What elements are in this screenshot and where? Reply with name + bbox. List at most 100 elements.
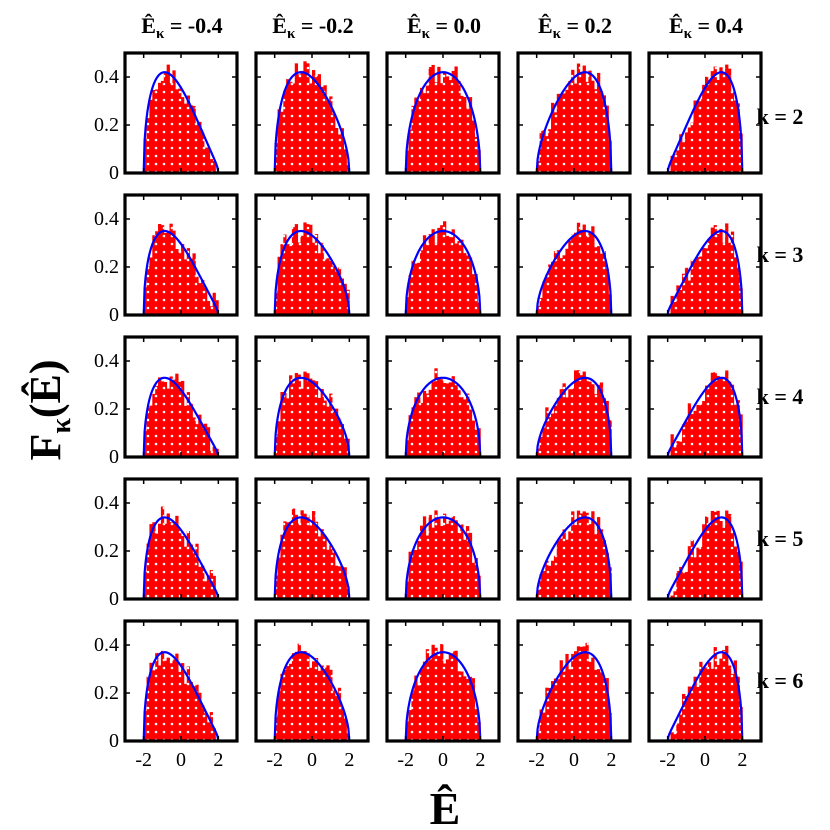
hist-bar-dots xyxy=(323,85,327,173)
hist-bar-dots xyxy=(314,521,319,599)
hist-bar-dots xyxy=(474,708,478,741)
hist-bar-dots xyxy=(443,383,447,457)
hist-bar-dots xyxy=(203,713,208,741)
hist-bar-dots xyxy=(425,245,430,315)
hist-bar-dots xyxy=(582,224,586,315)
hist-bar-dots xyxy=(588,70,592,173)
hist-bar-dots xyxy=(585,235,589,315)
model-curve xyxy=(535,71,613,173)
hist-bar-dots xyxy=(189,682,193,741)
hist-bar-dots xyxy=(166,232,170,315)
hist-bar-dots xyxy=(277,109,281,173)
hist-bar-dots xyxy=(699,661,703,741)
hist-bar-dots xyxy=(713,225,717,315)
hist-bar-dots xyxy=(448,382,453,457)
hist-bar-dots xyxy=(166,657,170,741)
hist-bar-dots xyxy=(682,572,686,599)
hist-bar-dots xyxy=(536,590,540,599)
hist-bar-dots xyxy=(576,370,581,457)
hist-bar-dots xyxy=(283,669,287,741)
hist-bar-dots xyxy=(448,654,453,741)
column-header-4: Êκ = 0.2 xyxy=(538,13,612,42)
hist-bar-dots xyxy=(591,511,595,599)
hist-bar-dots xyxy=(679,566,683,599)
x-tick-label: -2 xyxy=(135,749,152,771)
hist-bar-dots xyxy=(280,111,284,173)
hist-bar-dots xyxy=(445,235,450,315)
hist-bar-dots xyxy=(437,518,441,599)
hist-bar-dots xyxy=(289,246,293,315)
hist-bar-dots xyxy=(152,670,156,741)
hist-bar-dots xyxy=(722,527,726,599)
hist-bar-dots xyxy=(605,268,609,315)
hist-bar-dots xyxy=(175,373,179,457)
hist-bar-dots xyxy=(206,147,211,173)
hist-bar-dots xyxy=(713,66,717,173)
hist-bar-dots xyxy=(326,101,330,173)
hist-bar-dots xyxy=(198,692,202,741)
hist-bar-dots xyxy=(437,376,441,457)
hist-bar-dots xyxy=(673,154,677,173)
hist-bar-dots xyxy=(693,100,697,173)
hist-bar-dots xyxy=(542,130,546,173)
hist-bar-dots xyxy=(571,653,575,741)
hist-bar-dots xyxy=(733,660,737,741)
hist-bar-dots xyxy=(445,76,450,173)
hist-bar-dots xyxy=(591,80,595,173)
hist-bar-dots xyxy=(317,670,322,741)
hist-bar-dots xyxy=(676,723,680,741)
hist-bar-dots xyxy=(440,83,444,173)
hist-bar-dots xyxy=(280,534,284,599)
hist-bar-dots xyxy=(334,565,339,599)
hist-bar-dots xyxy=(457,241,461,315)
hist-bar-dots xyxy=(702,247,706,315)
hist-bar-dots xyxy=(539,574,543,599)
hist-bar-dots xyxy=(146,543,150,599)
hist-bar-dots xyxy=(545,136,549,173)
hist-bar-dots xyxy=(326,665,330,741)
hist-bar-dots xyxy=(149,257,153,315)
hist-bar-dots xyxy=(146,676,150,741)
hist-bar-dots xyxy=(571,388,575,457)
hist-bar-dots xyxy=(417,540,421,599)
hist-bar-dots xyxy=(181,535,185,599)
hist-bar-dots xyxy=(605,105,609,173)
hist-bar-dots xyxy=(468,97,473,173)
hist-bar-dots xyxy=(574,370,578,457)
hist-bar-dots xyxy=(730,674,735,741)
hist-bar-dots xyxy=(303,222,307,315)
y-tick-label: 0.4 xyxy=(94,492,119,514)
hist-bar-dots xyxy=(596,669,601,741)
hist-bar-dots xyxy=(443,663,447,741)
hist-bar-dots xyxy=(707,238,712,315)
panel-r4-c3 xyxy=(385,335,501,459)
hist-bar-dots xyxy=(670,732,674,741)
hist-bar-dots xyxy=(286,666,290,741)
hist-bar-dots xyxy=(294,373,299,457)
hist-bar-dots xyxy=(422,93,427,173)
panel-r5-c4 xyxy=(516,477,632,601)
hist-bar-dots xyxy=(155,652,159,741)
hist-bar-dots xyxy=(420,668,424,741)
hist-bar-dots xyxy=(468,676,473,741)
row-label-5: k = 6 xyxy=(757,668,804,693)
model-curve xyxy=(142,651,220,741)
panel-r3-c1: 0 0.2 0.4 xyxy=(94,193,239,326)
panel-r4-c2 xyxy=(254,335,370,459)
hist-bar-dots xyxy=(286,398,290,457)
hist-bar-dots xyxy=(730,91,735,173)
hist-bar-dots xyxy=(192,553,196,599)
x-tick-label: -2 xyxy=(397,749,414,771)
hist-bar-dots xyxy=(562,255,566,315)
y-axis-title-arg: (Ê) xyxy=(21,359,70,418)
hist-bar-dots xyxy=(440,225,444,315)
hist-bar-dots xyxy=(277,691,281,741)
hist-bar-dots xyxy=(468,532,473,599)
hist-bar-dots xyxy=(733,257,737,315)
hist-bar-dots xyxy=(434,510,438,599)
hist-bar-dots xyxy=(451,651,455,741)
hist-bar-dots xyxy=(172,521,176,599)
hist-bar-dots xyxy=(417,392,421,457)
hist-bar-dots xyxy=(146,118,150,173)
hist-bar-dots xyxy=(320,665,324,741)
